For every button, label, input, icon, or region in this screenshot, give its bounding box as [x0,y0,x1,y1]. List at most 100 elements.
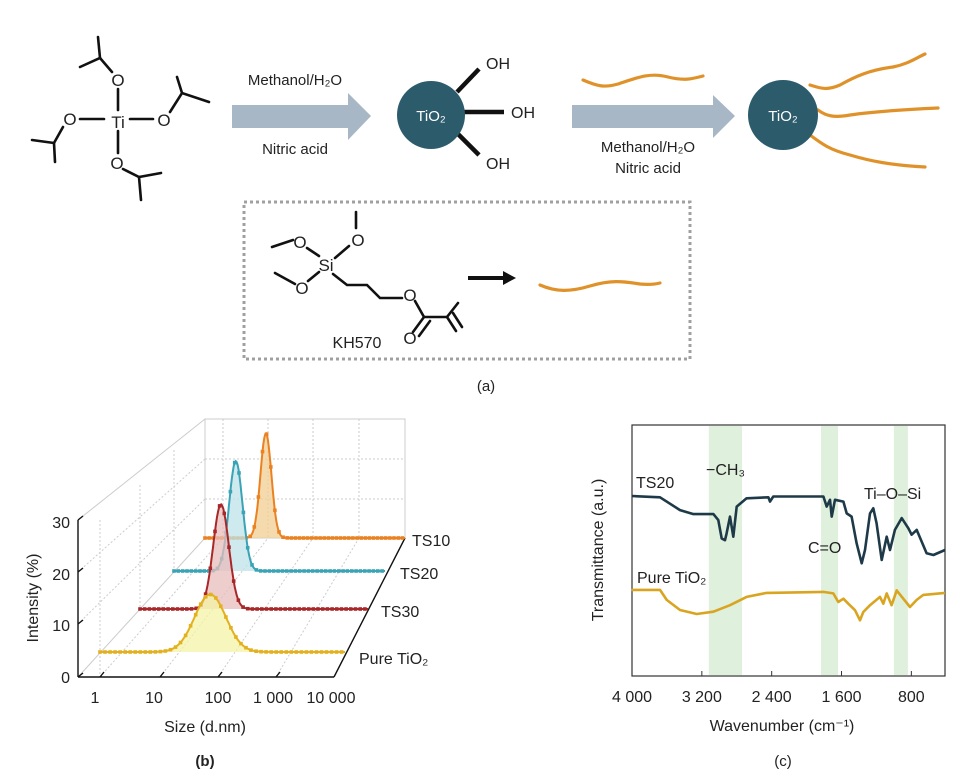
data-point-marker [188,624,193,628]
data-point-marker [208,566,213,571]
data-point-marker [232,460,237,465]
data-point-marker [279,650,283,654]
data-point-marker [330,607,334,611]
data-point-marker [148,650,153,654]
data-point-marker [324,650,329,654]
data-point-marker [319,650,324,654]
data-point-marker [273,508,277,513]
data-point-marker [322,536,326,540]
data-point-marker [310,569,315,573]
particle-label: TiO₂ [768,108,798,125]
data-point-marker [203,595,208,599]
data-point-marker [304,650,309,654]
data-point-marker [311,607,316,611]
data-point-marker [318,536,322,540]
data-point-marker [258,569,263,573]
data-point-marker [297,536,302,540]
y-tick-label: 30 [52,515,70,532]
data-point-marker [163,649,168,653]
data-point-marker [264,607,269,611]
data-point-marker [206,569,211,573]
data-point-marker [156,607,161,611]
data-point-marker [284,569,289,573]
data-point-marker [329,650,334,654]
data-point-marker [335,607,339,611]
data-point-marker [371,536,376,540]
data-point-marker [278,607,283,611]
series-label-ts20: TS20 [636,475,674,492]
y-tick-label: 0 [61,670,70,687]
data-point-marker [189,569,194,573]
oh-group: OH [486,56,510,73]
o-atom: O [403,286,416,305]
data-point-marker [203,592,208,596]
ti-atom: Ti [111,113,125,132]
arrow-right-icon [572,95,735,138]
data-point-marker [269,650,273,654]
data-point-marker [249,648,253,652]
step1-bottom-label: Nitric acid [262,141,328,158]
data-point-marker [334,650,339,654]
data-point-marker [285,536,289,540]
tio2-particle [397,81,465,149]
distribution-line [174,459,385,572]
data-point-marker [103,650,107,654]
data-point-marker [166,607,170,611]
y-tick-label: 20 [52,567,70,584]
data-point-marker [198,569,202,573]
chart-b-axes [77,515,406,678]
data-point-marker [297,569,302,573]
data-point-marker [269,607,273,611]
data-point-marker [375,536,380,540]
grafted-chain [816,106,940,118]
data-point-marker [269,465,273,469]
data-point-marker [305,536,310,540]
data-point-marker [207,536,211,540]
kh570-label: KH570 [333,335,382,352]
data-point-marker [277,530,281,534]
data-point-marker [341,569,345,573]
data-point-marker [388,536,392,540]
data-point-marker [123,650,127,654]
data-point-marker [203,536,207,540]
data-point-marker [193,612,198,617]
data-point-marker [213,529,217,534]
data-point-marker [310,536,314,540]
silane-chain [581,73,705,88]
data-point-marker [252,525,257,529]
x-tick-label: 4 000 [612,689,652,706]
data-point-marker [309,650,314,654]
data-point-marker [396,536,400,540]
panel-label-a: (a) [477,378,495,395]
reaction-arrow-1: Methanol/H₂O Nitric acid [232,72,371,158]
hydroxylated-tio2-particle: TiO₂ OH OH OH [397,56,535,173]
data-point-marker [241,510,246,515]
x-tick-label: 3 200 [682,689,722,706]
data-point-marker [183,633,188,638]
data-point-marker [353,607,358,611]
data-point-marker [171,607,175,611]
data-point-marker [325,607,330,611]
highlight-band [821,426,839,675]
x-tick-label: 800 [898,689,925,706]
data-point-marker [289,536,294,540]
data-point-marker [349,607,353,611]
data-point-marker [359,536,363,540]
data-point-marker [168,647,173,652]
data-point-marker [301,536,306,540]
panel-label-c: (c) [774,753,792,770]
y-axis-label: Transmittance (a.u.) [590,479,607,622]
data-point-marker [250,563,254,567]
data-point-marker [158,649,163,654]
data-point-marker [267,569,272,573]
data-point-marker [284,650,289,654]
series-ts20 [172,459,385,573]
data-point-marker [380,569,384,573]
data-point-marker [379,536,384,540]
oh-group: OH [511,105,535,122]
data-point-marker [294,650,299,654]
x-axis-label: Size (d.nm) [164,719,246,736]
data-point-marker [237,471,241,475]
data-point-marker [363,569,367,573]
